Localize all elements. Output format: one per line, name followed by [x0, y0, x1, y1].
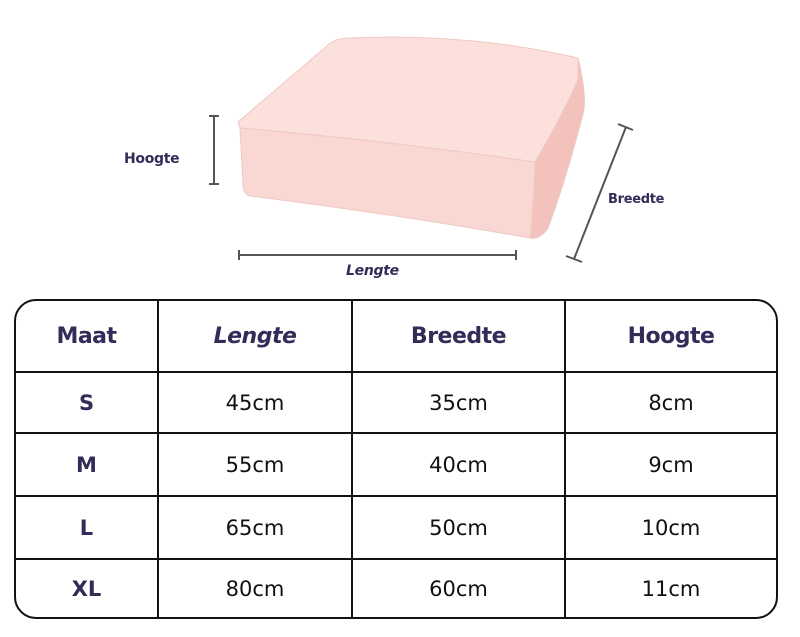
width-dimension-line — [565, 123, 634, 263]
cushion-front-face — [239, 127, 536, 239]
length-cell: 65cm — [157, 497, 351, 558]
height-label: Hoogte — [124, 151, 180, 167]
table-row: L 65cm 50cm 10cm — [16, 495, 776, 558]
height-cell: 8cm — [564, 373, 776, 432]
header-size: Maat — [56, 323, 117, 349]
table-row: S 45cm 35cm 8cm — [16, 371, 776, 432]
size-cell: XL — [71, 576, 102, 601]
size-cell: L — [79, 515, 94, 540]
header-height: Hoogte — [564, 301, 776, 371]
width-cell: 40cm — [351, 434, 564, 495]
width-cell: 35cm — [351, 373, 564, 432]
length-label: Lengte — [346, 263, 399, 279]
height-cell: 11cm — [564, 560, 776, 617]
length-cell: 80cm — [157, 560, 351, 617]
length-cell: 45cm — [157, 373, 351, 432]
cushion-side-face — [529, 57, 585, 239]
height-cell: 9cm — [564, 434, 776, 495]
table-row: XL 80cm 60cm 11cm — [16, 558, 776, 617]
size-table: Maat Lengte Breedte Hoogte S 45cm 35cm 8… — [14, 299, 778, 619]
width-cell: 50cm — [351, 497, 564, 558]
table-header-row: Maat Lengte Breedte Hoogte — [16, 301, 776, 371]
header-width: Breedte — [351, 301, 564, 371]
header-length: Lengte — [157, 301, 351, 371]
size-cell: M — [76, 452, 97, 477]
height-cell: 10cm — [564, 497, 776, 558]
length-dimension-line — [238, 250, 517, 260]
height-dimension-line — [209, 115, 219, 185]
width-cell: 60cm — [351, 560, 564, 617]
size-cell: S — [78, 390, 95, 415]
width-label: Breedte — [608, 192, 665, 207]
table-row: M 55cm 40cm 9cm — [16, 432, 776, 495]
cushion-illustration — [209, 36, 634, 263]
length-cell: 55cm — [157, 434, 351, 495]
